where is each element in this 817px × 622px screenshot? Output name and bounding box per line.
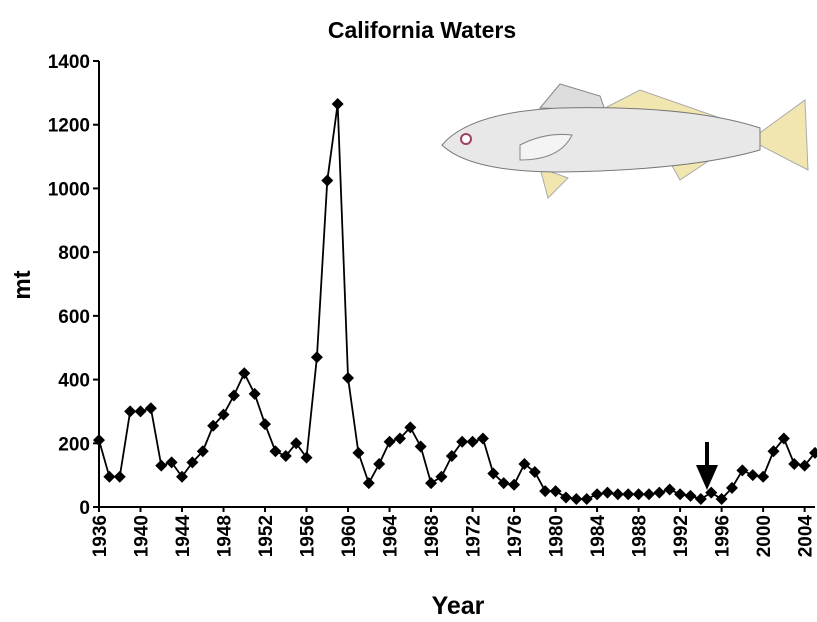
data-point: [633, 488, 645, 500]
data-point: [684, 490, 696, 502]
data-point: [477, 433, 489, 445]
data-point: [415, 440, 427, 452]
data-point: [674, 488, 686, 500]
x-tick-label: 1940: [132, 515, 153, 557]
x-tick-label: 1960: [339, 515, 360, 557]
data-point: [228, 390, 240, 402]
data-point: [601, 487, 613, 499]
y-axis-label: mt: [9, 270, 36, 299]
x-tick-label: 1956: [298, 515, 319, 557]
data-point: [114, 471, 126, 483]
data-point: [166, 456, 178, 468]
x-tick-label: 1944: [173, 515, 194, 558]
y-tick-label: 800: [58, 243, 90, 264]
data-point: [155, 460, 167, 472]
data-point: [467, 436, 479, 448]
data-point: [809, 447, 817, 459]
data-point: [124, 405, 136, 417]
x-axis-label: Year: [432, 592, 485, 620]
chart: California Waters Year mt 0 200 400 600 800 1…: [0, 0, 817, 622]
x-tick-label: 1936: [90, 515, 111, 557]
x-tick-label: 1952: [256, 515, 277, 557]
data-point: [103, 471, 115, 483]
data-point: [612, 488, 624, 500]
data-point: [269, 445, 281, 457]
data-point: [249, 388, 261, 400]
x-tick-label: 2004: [796, 515, 817, 558]
x-tick-label: 1988: [630, 515, 651, 557]
data-line: [99, 104, 815, 499]
data-point: [93, 434, 105, 446]
y-tick-label: 400: [58, 371, 90, 392]
y-tick-label: 1200: [48, 116, 90, 137]
annotation-arrow: [696, 442, 718, 490]
y-tick-label: 600: [58, 307, 90, 328]
data-point: [788, 458, 800, 470]
data-point: [311, 351, 323, 363]
data-point: [736, 464, 748, 476]
data-point: [622, 488, 634, 500]
y-tick-label: 1000: [48, 179, 90, 200]
x-tick-label: 1984: [588, 515, 609, 558]
data-point: [747, 469, 759, 481]
data-point: [508, 479, 520, 491]
y-tick-label: 0: [79, 498, 90, 519]
data-point: [435, 471, 447, 483]
data-point: [570, 493, 582, 505]
x-tick-label: 1980: [547, 515, 568, 557]
data-point: [384, 436, 396, 448]
data-point: [591, 488, 603, 500]
data-point: [581, 493, 593, 505]
y-tick-label: 200: [58, 434, 90, 455]
data-point: [176, 471, 188, 483]
x-tick-label: 1964: [381, 515, 402, 558]
x-tick-label: 2000: [754, 515, 775, 557]
data-point: [321, 174, 333, 186]
data-point: [145, 402, 157, 414]
y-tick-label: 1400: [48, 52, 90, 73]
data-point: [135, 405, 147, 417]
data-point: [643, 488, 655, 500]
data-point: [550, 485, 562, 497]
data-point: [301, 452, 313, 464]
data-point: [332, 98, 344, 110]
data-point: [653, 487, 665, 499]
data-point: [695, 493, 707, 505]
x-tick-label: 1948: [215, 515, 236, 557]
data-point: [259, 418, 271, 430]
fish-illustration: [442, 84, 808, 198]
x-tick-label: 1968: [422, 515, 443, 557]
data-point: [352, 447, 364, 459]
data-point: [238, 367, 250, 379]
data-point: [757, 471, 769, 483]
x-tick-label: 1976: [505, 515, 526, 557]
data-point: [560, 491, 572, 503]
x-tick-label: 1996: [713, 515, 734, 557]
x-tick-label: 1992: [671, 515, 692, 557]
chart-title: California Waters: [328, 17, 516, 43]
data-point: [456, 436, 468, 448]
data-point: [425, 477, 437, 489]
data-point: [446, 450, 458, 462]
x-tick-label: 1972: [464, 515, 485, 557]
data-point: [342, 372, 354, 384]
data-point: [363, 477, 375, 489]
data-point: [373, 458, 385, 470]
data-point: [664, 483, 676, 495]
data-point: [539, 485, 551, 497]
